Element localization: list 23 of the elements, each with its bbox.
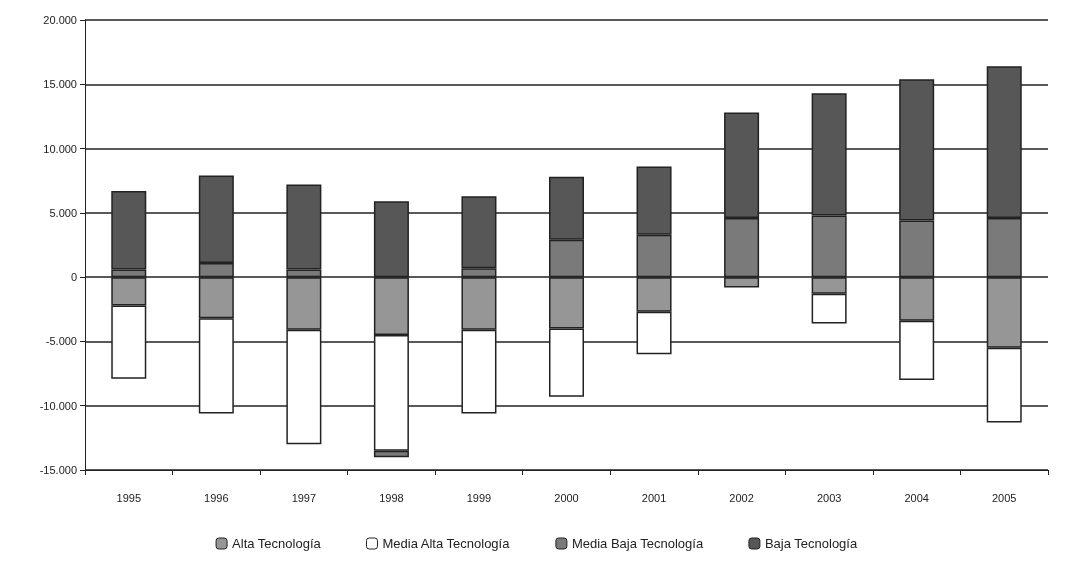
x-tick-label: 2004	[904, 491, 929, 504]
legend-label: Media Baja Tecnología	[571, 536, 704, 551]
x-tick-label: 2001	[641, 491, 667, 504]
x-tick-label: 1997	[291, 491, 317, 504]
y-tick-label: 20.000	[43, 14, 77, 26]
y-tick-label: -15.000	[39, 464, 77, 476]
y-tick-label: -10.000	[39, 399, 77, 412]
x-tick-label: 2005	[991, 491, 1017, 504]
x-tick-label: 1995	[116, 491, 142, 504]
x-tick-label: 1999	[466, 491, 492, 504]
legend-label: Media Alta Tecnología	[382, 536, 511, 551]
x-tick-label: 1996	[204, 491, 229, 504]
y-tick-label: 5.000	[49, 206, 77, 219]
y-tick-label: 10.000	[43, 142, 77, 155]
legend-label: Alta Tecnología	[232, 536, 322, 551]
y-tick-label: -5.000	[45, 335, 77, 348]
y-tick-label: 15.000	[43, 78, 77, 91]
x-tick-label: 2003	[816, 491, 842, 504]
x-tick-label: 1998	[379, 491, 404, 504]
legend-label: Baja Tecnología	[764, 536, 858, 551]
x-tick-label: 2000	[554, 491, 579, 504]
y-tick-label: 0	[70, 271, 77, 284]
x-tick-label: 2002	[729, 491, 754, 504]
